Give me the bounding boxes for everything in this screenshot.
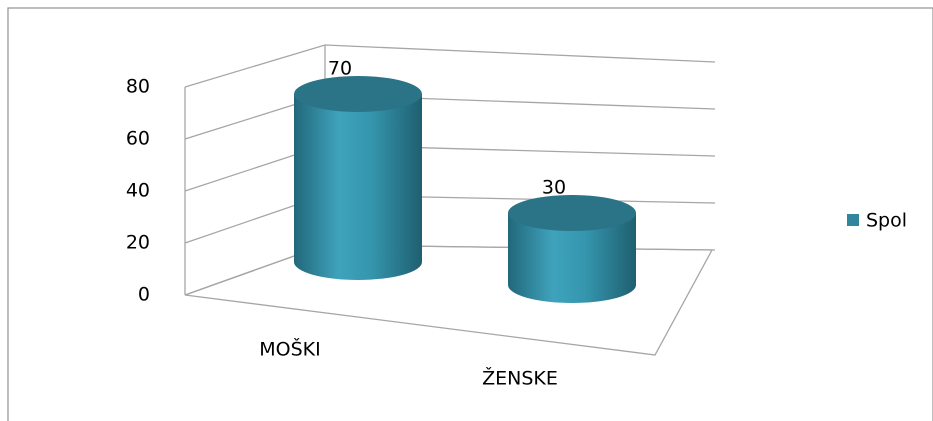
- data-label: 30: [542, 177, 566, 199]
- y-tick-label: 20: [126, 232, 150, 254]
- x-tick-label: ŽENSKE: [482, 367, 558, 390]
- legend-label: Spol: [866, 210, 907, 232]
- grid-line: [184, 44, 716, 88]
- cylinder-top: [294, 76, 422, 112]
- cylinder: [294, 94, 422, 280]
- grid-line: [184, 94, 716, 140]
- cylinder: [508, 213, 636, 303]
- grid-line: [184, 144, 716, 192]
- x-tick-label: MOŠKI: [259, 337, 320, 361]
- cylinder-top: [508, 195, 636, 231]
- y-tick-label: 60: [126, 128, 150, 150]
- frame: [7, 7, 933, 421]
- legend-swatch: [847, 214, 859, 226]
- y-tick-label: 80: [126, 76, 150, 98]
- y-tick-label: 0: [138, 284, 150, 306]
- data-label: 70: [328, 58, 352, 80]
- y-tick-label: 40: [126, 180, 150, 202]
